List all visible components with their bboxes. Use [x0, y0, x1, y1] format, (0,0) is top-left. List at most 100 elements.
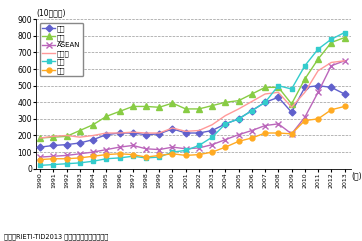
米国: [316, 58, 320, 60]
ASEAN: [329, 64, 333, 67]
米国: [51, 136, 56, 139]
ドイツ: [78, 136, 82, 139]
韓国: [276, 132, 281, 134]
ドイツ: [276, 91, 281, 94]
ASEAN: [316, 91, 320, 94]
米国: [223, 101, 228, 104]
ASEAN: [250, 129, 254, 132]
ドイツ: [131, 131, 135, 134]
日本: [78, 141, 82, 144]
米国: [38, 137, 42, 140]
米国: [104, 115, 109, 118]
ドイツ: [144, 132, 148, 134]
中国: [250, 109, 254, 112]
中国: [91, 160, 95, 163]
米国: [210, 104, 214, 107]
中国: [210, 136, 214, 139]
中国: [157, 156, 161, 159]
ドイツ: [250, 100, 254, 103]
韓国: [342, 105, 347, 108]
中国: [131, 155, 135, 158]
米国: [303, 78, 307, 80]
中国: [303, 64, 307, 67]
ドイツ: [342, 59, 347, 62]
Line: 中国: 中国: [38, 30, 347, 168]
中国: [290, 87, 294, 90]
日本: [64, 143, 69, 146]
ドイツ: [38, 137, 42, 140]
米国: [78, 129, 82, 132]
中国: [197, 144, 201, 147]
ドイツ: [91, 134, 95, 137]
米国: [131, 105, 135, 108]
ドイツ: [184, 130, 188, 133]
ASEAN: [78, 152, 82, 155]
ドイツ: [104, 132, 109, 134]
日本: [171, 127, 175, 130]
米国: [157, 106, 161, 109]
韓国: [184, 154, 188, 157]
ドイツ: [223, 114, 228, 117]
日本: [329, 86, 333, 89]
ドイツ: [303, 91, 307, 94]
韓国: [197, 153, 201, 156]
日本: [91, 138, 95, 141]
日本: [263, 101, 267, 104]
ドイツ: [316, 69, 320, 72]
ASEAN: [263, 124, 267, 127]
中国: [64, 162, 69, 165]
日本: [223, 122, 228, 125]
ASEAN: [131, 144, 135, 147]
韓国: [91, 155, 95, 158]
Text: (年): (年): [351, 172, 362, 181]
日本: [184, 132, 188, 134]
米国: [117, 110, 122, 113]
ASEAN: [144, 147, 148, 150]
ASEAN: [104, 148, 109, 151]
日本: [104, 133, 109, 136]
中国: [117, 156, 122, 159]
中国: [38, 164, 42, 167]
ASEAN: [303, 116, 307, 119]
韓国: [157, 154, 161, 157]
韓国: [38, 158, 42, 161]
ドイツ: [51, 135, 56, 138]
米国: [276, 86, 281, 89]
ASEAN: [276, 122, 281, 125]
米国: [329, 41, 333, 44]
米国: [64, 135, 69, 138]
日本: [157, 132, 161, 135]
ASEAN: [157, 148, 161, 151]
韓国: [329, 108, 333, 111]
日本: [197, 132, 201, 134]
日本: [38, 146, 42, 148]
ASEAN: [236, 133, 241, 136]
Line: ドイツ: ドイツ: [40, 61, 345, 138]
ドイツ: [210, 123, 214, 126]
日本: [117, 132, 122, 134]
中国: [144, 156, 148, 159]
韓国: [236, 140, 241, 143]
中国: [184, 149, 188, 152]
中国: [171, 151, 175, 154]
ASEAN: [342, 59, 347, 62]
米国: [144, 105, 148, 108]
ドイツ: [290, 106, 294, 109]
韓国: [51, 157, 56, 160]
Legend: 日本, 米国, ASEAN, ドイツ, 中国, 韓国: 日本, 米国, ASEAN, ドイツ, 中国, 韓国: [40, 23, 83, 76]
中国: [342, 31, 347, 34]
米国: [263, 86, 267, 89]
韓国: [250, 137, 254, 140]
中国: [329, 38, 333, 41]
米国: [184, 107, 188, 110]
韓国: [316, 117, 320, 120]
Text: 資料：RIETI-TID2013 データベースから作成。: 資料：RIETI-TID2013 データベースから作成。: [4, 233, 108, 240]
韓国: [223, 146, 228, 148]
ASEAN: [117, 146, 122, 148]
中国: [236, 117, 241, 120]
韓国: [303, 119, 307, 122]
中国: [316, 48, 320, 51]
中国: [104, 157, 109, 160]
ASEAN: [171, 146, 175, 148]
中国: [78, 161, 82, 164]
